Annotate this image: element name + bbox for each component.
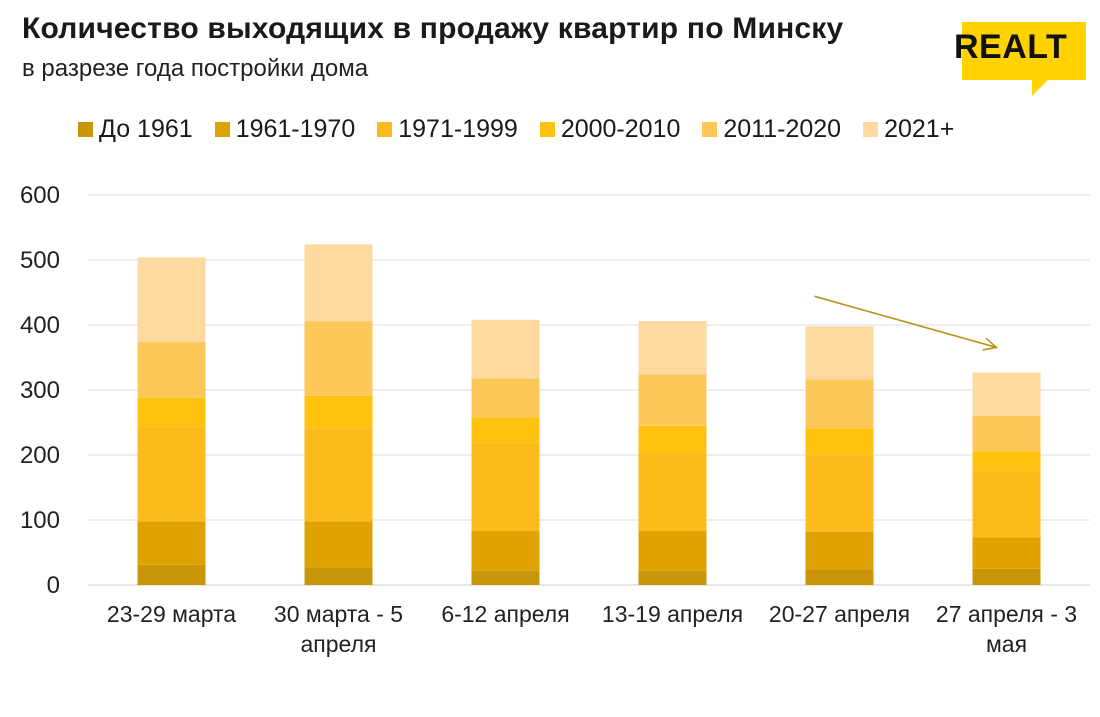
y-tick-label: 500 (20, 247, 60, 274)
x-tick-label: 13-19 апреля (602, 601, 743, 627)
chart-title: Количество выходящих в продажу квартир п… (22, 12, 844, 45)
bar-segment (304, 428, 373, 522)
y-tick-label: 100 (20, 507, 60, 534)
legend-item: До 1961 (78, 115, 193, 144)
y-tick-label: 200 (20, 442, 60, 469)
x-tick-label: 6-12 апреля (441, 601, 569, 627)
legend-label: 2011-2020 (723, 115, 842, 143)
bar-segment (972, 537, 1041, 569)
bar-segment (137, 341, 206, 398)
realt-logo: REALT (950, 18, 1090, 98)
y-tick-label: 300 (20, 377, 60, 404)
bar-segment (304, 521, 373, 568)
legend-label: 1961-1970 (235, 115, 356, 143)
legend-label: 2000-2010 (560, 115, 681, 143)
x-tick-label: 30 марта - 5 (274, 601, 403, 627)
bar-segment (638, 570, 707, 585)
x-tick-label: мая (986, 631, 1027, 657)
bar-segment (638, 425, 707, 454)
x-tick-label: апреля (301, 631, 377, 657)
logo-text: REALT (954, 28, 1068, 66)
bar-segment (304, 244, 373, 322)
legend-swatch (702, 122, 718, 137)
bar-segment (471, 319, 540, 379)
y-tick-label: 600 (20, 182, 60, 209)
x-tick-label: 20-27 апреля (769, 601, 910, 627)
bar-segment (304, 567, 373, 585)
bar-segment (972, 470, 1041, 538)
bar-segment (137, 564, 206, 585)
bar-segment (805, 326, 874, 380)
bar-segment (972, 372, 1041, 416)
bar-segment (638, 321, 707, 375)
bar-segment (471, 531, 540, 571)
legend-label: До 1961 (99, 115, 193, 143)
legend: До 1961 1961-1970 1971-1999 2000-2010 2011-2… (78, 115, 976, 144)
legend-swatch (863, 122, 879, 137)
bar-segment (137, 426, 206, 522)
bar-segment (471, 378, 540, 418)
bar-segment (805, 569, 874, 585)
bar-segment (805, 428, 874, 455)
bar-segment (471, 443, 540, 532)
legend-label: 1971-1999 (398, 115, 518, 143)
bar-segment (471, 570, 540, 585)
x-tick-label: 23-29 марта (107, 601, 236, 627)
legend-item: 2000-2010 (539, 115, 681, 144)
bar-segment (805, 379, 874, 429)
trend-arrow-line (814, 295, 997, 349)
bar-segment (137, 397, 206, 427)
bar-segment (137, 521, 206, 565)
legend-swatch (78, 122, 93, 137)
chart-subtitle: в разрезе года постройки дома (22, 55, 369, 82)
y-tick-label: 0 (47, 572, 60, 599)
trend-arrow-head (982, 337, 999, 351)
bar-segment (972, 568, 1041, 585)
legend-item: 1971-1999 (377, 115, 518, 144)
bar-segment (972, 451, 1041, 471)
legend-swatch (377, 122, 393, 137)
bar-segment (471, 417, 540, 444)
bar-segment (972, 416, 1041, 452)
y-tick-label: 400 (20, 312, 60, 339)
logo-shape (962, 22, 1086, 96)
legend-item: 1961-1970 (214, 115, 356, 144)
bar-segment (805, 531, 874, 570)
bar-segment (638, 453, 707, 532)
x-tick-label: 27 апреля - 3 (936, 601, 1077, 627)
bar-segment (137, 257, 206, 342)
bar-segment (638, 374, 707, 426)
bar-segment (805, 454, 874, 532)
bar-segment (304, 395, 373, 429)
legend-label: 2021+ (884, 115, 955, 143)
legend-item: 2021+ (863, 115, 954, 144)
legend-swatch (539, 122, 555, 137)
bar-segment (638, 531, 707, 571)
legend-item: 2011-2020 (702, 115, 841, 144)
legend-swatch (214, 122, 230, 137)
bar-segment (304, 321, 373, 396)
